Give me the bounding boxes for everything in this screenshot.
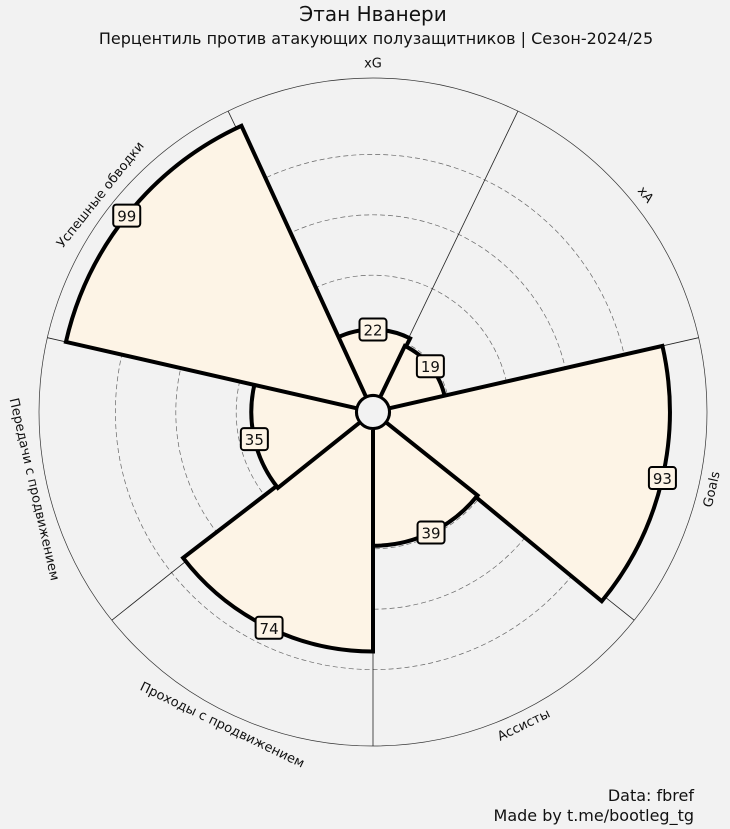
chart-title: Этан Нванери xyxy=(299,2,447,26)
slice-7 xyxy=(63,123,369,411)
value-layer: 22 19 93 39 74 35 99 xyxy=(112,203,677,640)
value-label: 35 xyxy=(245,431,264,449)
value-badge xyxy=(647,466,677,491)
value-label: 93 xyxy=(653,470,672,488)
value-label: 22 xyxy=(363,322,382,340)
value-badge xyxy=(112,203,142,228)
value-label: 39 xyxy=(421,525,440,543)
category-label: Передачи с продвижением xyxy=(6,397,62,582)
category-label: Ассисты xyxy=(495,706,553,744)
category-label: xG xyxy=(364,57,382,72)
value-badge xyxy=(239,427,269,452)
value-badge xyxy=(254,615,284,640)
value-badge xyxy=(358,317,388,342)
center-circle xyxy=(356,395,390,429)
value-label: 74 xyxy=(260,620,279,638)
credits: Data: fbref Made by t.me/bootleg_tg xyxy=(494,786,694,826)
category-label: Goals xyxy=(701,470,724,509)
value-badge xyxy=(415,354,445,379)
value-label: 99 xyxy=(117,208,136,226)
slice-layer xyxy=(63,123,672,654)
value-badge xyxy=(416,520,446,545)
chart-subtitle: Перцентиль против атакующих полузащитник… xyxy=(98,29,654,48)
category-label: Проходы с продвижением xyxy=(137,680,306,772)
category-label: xA xyxy=(634,184,656,206)
value-label: 19 xyxy=(421,358,440,376)
data-source: Data: fbref xyxy=(607,786,694,805)
author-credit: Made by t.me/bootleg_tg xyxy=(493,806,694,825)
